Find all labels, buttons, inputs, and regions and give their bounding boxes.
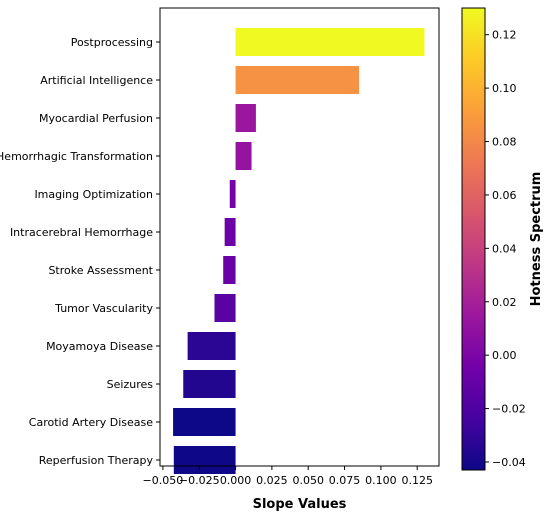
- x-axis-title: Slope Values: [253, 497, 347, 512]
- x-tick-label: 0.125: [401, 474, 433, 487]
- y-tick-label: Postprocessing: [71, 36, 153, 49]
- x-tick-label: 0.025: [256, 474, 288, 487]
- bar-reperfusion-therapy: [173, 446, 236, 474]
- x-tick-label: −0.025: [179, 474, 220, 487]
- colorbar-tick-label: 0.06: [492, 189, 517, 202]
- bar-artificial-intelligence: [235, 66, 360, 94]
- bar-hemorrhagic-transformation: [235, 142, 252, 170]
- x-tick-label: 0.100: [365, 474, 397, 487]
- x-tick-label: −0.050: [143, 474, 184, 487]
- bar-stroke-assessment: [223, 256, 236, 284]
- bar-postprocessing: [235, 28, 425, 56]
- y-tick-label: Imaging Optimization: [34, 188, 153, 201]
- y-tick-label: Reperfusion Therapy: [39, 454, 154, 467]
- x-tick-label: 0.050: [292, 474, 324, 487]
- colorbar-tick-label: −0.02: [492, 403, 526, 416]
- y-tick-label: Tumor Vascularity: [54, 302, 153, 315]
- y-tick-label: Moyamoya Disease: [46, 340, 153, 353]
- bar-tumor-vascularity: [214, 294, 236, 322]
- bar-imaging-optimization: [229, 180, 236, 208]
- y-tick-label: Artificial Intelligence: [40, 74, 153, 87]
- colorbar-ticks: 0.12 0.10 0.08 0.06 0.04 0.02 0.00 −0.02 −0.04: [485, 29, 526, 469]
- colorbar: [461, 7, 486, 471]
- x-tick-label: 0.000: [220, 474, 252, 487]
- colorbar-tick-label: 0.08: [492, 136, 517, 149]
- colorbar-tick-label: 0.00: [492, 349, 517, 362]
- colorbar-title: Hotness Spectrum: [529, 172, 544, 307]
- bar-seizures: [183, 370, 236, 398]
- bar-moyamoya-disease: [187, 332, 236, 360]
- y-tick-label: Myocardial Perfusion: [39, 112, 153, 125]
- bar-intracerebral-hemorrhage: [224, 218, 236, 246]
- y-tick-label: Intracerebral Hemorrhage: [10, 226, 153, 239]
- bar-carotid-artery-disease: [173, 408, 236, 436]
- bar-myocardial-perfusion: [235, 104, 256, 132]
- colorbar-tick-label: −0.04: [492, 456, 526, 469]
- y-tick-label: Stroke Assessment: [48, 264, 153, 277]
- y-tick-label: Seizures: [107, 378, 154, 391]
- plot-frame: [159, 7, 440, 467]
- y-tick-label: Carotid Artery Disease: [29, 416, 153, 429]
- colorbar-tick-label: 0.10: [492, 82, 517, 95]
- x-tick-label: 0.075: [329, 474, 361, 487]
- y-tick-label: Hemorrhagic Transformation: [0, 150, 153, 163]
- bars-layer: [173, 28, 425, 474]
- x-axis: −0.050−0.025 0.000 0.025 0.050 0.075 0.100 0.1…: [143, 466, 433, 487]
- colorbar-tick-label: 0.04: [492, 242, 517, 255]
- colorbar-tick-label: 0.12: [492, 29, 517, 42]
- y-axis: Postprocessing Artificial Intelligence Myo…: [0, 36, 160, 467]
- colorbar-tick-label: 0.02: [492, 296, 517, 309]
